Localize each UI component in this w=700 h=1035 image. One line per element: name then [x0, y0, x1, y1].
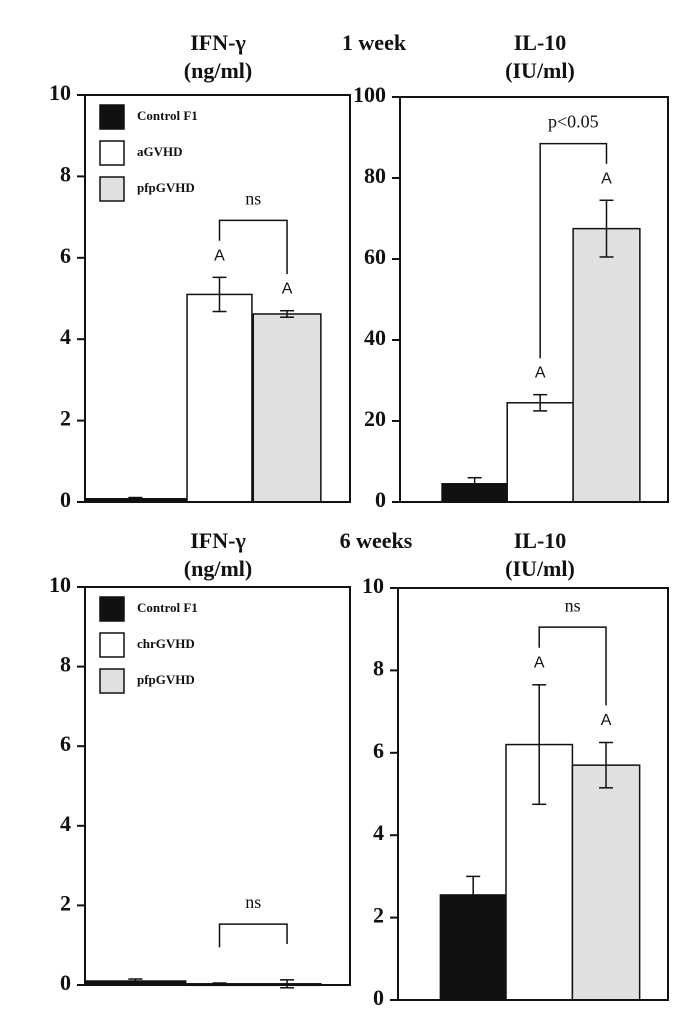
significance-label: A [214, 247, 225, 264]
y-tick-label: 0 [60, 970, 71, 995]
chart-subtitle: (ng/ml) [184, 58, 252, 83]
y-tick-label: 8 [373, 655, 384, 680]
plot-frame [84, 586, 351, 986]
legend-label: pfpGVHD [137, 672, 195, 687]
legend-swatch [99, 596, 125, 622]
bar [506, 402, 574, 503]
y-tick-label: 20 [364, 406, 386, 431]
legend-swatch [99, 632, 125, 658]
y-tick-label: 2 [373, 903, 384, 928]
y-tick-label: 10 [362, 573, 384, 598]
legend-label: chrGVHD [137, 636, 195, 651]
bracket-label: ns [565, 595, 581, 615]
y-tick-label: 6 [60, 243, 71, 268]
chart-title: IL-10 [514, 30, 567, 55]
chart-subtitle: (IU/ml) [505, 58, 575, 83]
bracket [538, 626, 607, 706]
legend-label: Control F1 [137, 600, 198, 615]
y-tick-label: 6 [373, 738, 384, 763]
bracket [218, 219, 288, 275]
bracket [218, 923, 288, 948]
bracket-label: p<0.05 [548, 112, 599, 132]
significance-label: A [535, 365, 546, 382]
y-tick-label: 0 [60, 487, 71, 512]
y-tick-label: 4 [60, 811, 71, 836]
significance-label: A [534, 655, 545, 672]
y-tick-label: 4 [373, 820, 384, 845]
significance-label: A [601, 170, 612, 187]
y-tick-label: 10 [49, 80, 71, 105]
y-tick-label: 2 [60, 890, 71, 915]
y-tick-label: 100 [353, 82, 386, 107]
y-tick-label: 40 [364, 325, 386, 350]
y-tick-label: 6 [60, 731, 71, 756]
legend-swatch [99, 668, 125, 694]
significance-label: A [282, 281, 293, 298]
legend-swatch [99, 140, 125, 166]
legend-swatch [99, 176, 125, 202]
legend-label: pfpGVHD [137, 180, 195, 195]
bracket [539, 142, 608, 359]
chart-subtitle: (IU/ml) [505, 556, 575, 581]
y-tick-label: 0 [375, 487, 386, 512]
y-tick-label: 60 [364, 244, 386, 269]
y-tick-label: 0 [373, 985, 384, 1010]
plot-frame [399, 96, 669, 503]
legend-label: Control F1 [137, 108, 198, 123]
bracket-label: ns [245, 892, 261, 912]
y-tick-label: 10 [49, 572, 71, 597]
legend-swatch [99, 104, 125, 130]
plot-frame [84, 94, 351, 503]
chart-title: IFN-γ [190, 30, 246, 55]
y-tick-label: 8 [60, 161, 71, 186]
bracket-label: ns [245, 188, 261, 208]
period-label: 6 weeks [340, 528, 413, 553]
bar [186, 293, 253, 503]
chart-subtitle: (ng/ml) [184, 556, 252, 581]
period-label: 1 week [342, 30, 407, 55]
y-tick-label: 8 [60, 652, 71, 677]
y-tick-label: 4 [60, 324, 71, 349]
significance-label: A [601, 712, 612, 729]
plot-frame [397, 587, 669, 1001]
legend-label: aGVHD [137, 144, 183, 159]
chart-title: IFN-γ [190, 528, 246, 553]
bar [252, 313, 322, 503]
y-tick-label: 2 [60, 406, 71, 431]
y-tick-label: 80 [364, 163, 386, 188]
bar [571, 764, 641, 1001]
bar [572, 227, 641, 503]
chart-title: IL-10 [514, 528, 567, 553]
